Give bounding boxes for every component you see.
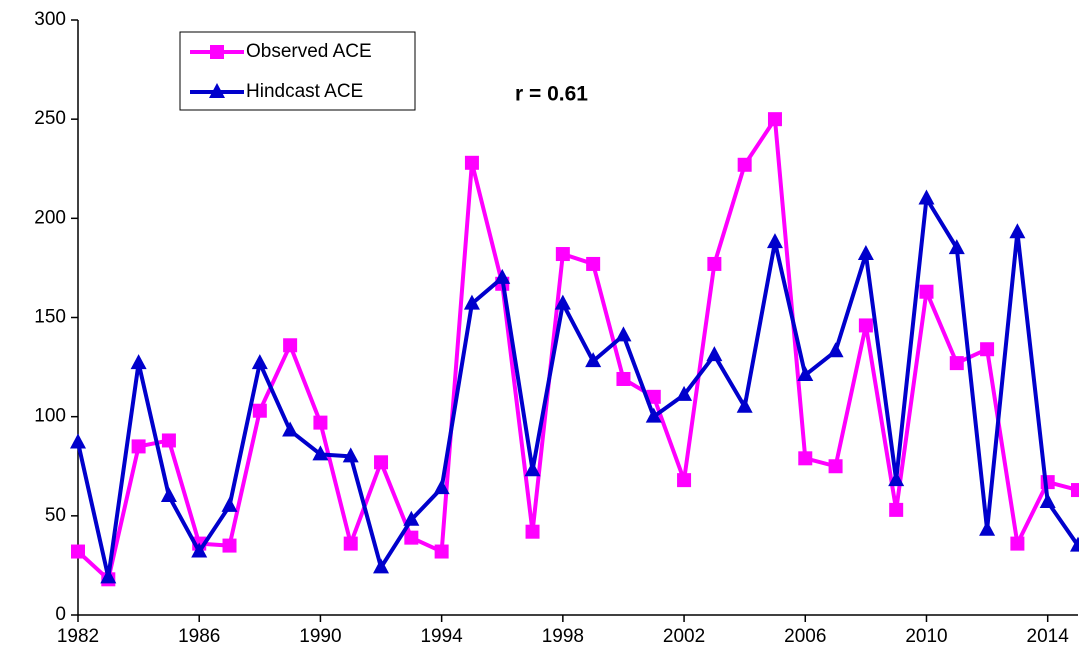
- y-tick-label: 100: [34, 406, 66, 427]
- marker: [210, 45, 224, 59]
- marker: [283, 338, 298, 353]
- marker: [343, 536, 358, 551]
- marker: [342, 447, 359, 463]
- x-tick-label: 2002: [663, 626, 705, 647]
- marker: [463, 294, 480, 310]
- marker: [555, 247, 570, 262]
- marker: [797, 366, 814, 382]
- marker: [494, 268, 511, 284]
- marker: [676, 385, 693, 401]
- marker: [1039, 492, 1056, 508]
- marker: [918, 189, 935, 205]
- annotation: r = 0.61: [515, 83, 588, 106]
- marker: [130, 354, 147, 370]
- y-tick-label: 200: [34, 207, 66, 228]
- marker: [980, 342, 995, 357]
- marker: [857, 245, 874, 261]
- marker: [1070, 536, 1079, 552]
- y-tick-label: 150: [34, 307, 66, 328]
- marker: [131, 439, 146, 454]
- marker: [374, 455, 389, 470]
- series-line: [76, 117, 1079, 582]
- marker: [889, 502, 904, 517]
- marker: [948, 239, 965, 255]
- marker: [70, 433, 86, 449]
- marker: [222, 538, 237, 553]
- marker: [767, 112, 782, 127]
- marker: [524, 461, 541, 477]
- marker: [586, 256, 601, 271]
- marker: [1010, 536, 1025, 551]
- marker: [737, 157, 752, 172]
- marker: [1009, 223, 1026, 239]
- marker: [312, 445, 329, 461]
- marker: [858, 318, 873, 333]
- marker: [191, 542, 208, 558]
- marker: [252, 403, 267, 418]
- marker: [71, 544, 85, 559]
- marker: [525, 524, 540, 539]
- marker: [979, 520, 996, 536]
- marker: [766, 233, 783, 249]
- marker: [221, 496, 238, 512]
- marker: [313, 415, 328, 430]
- marker: [282, 421, 299, 437]
- marker: [1071, 483, 1079, 498]
- marker: [554, 294, 571, 310]
- marker: [209, 83, 225, 98]
- marker: [373, 558, 390, 574]
- x-tick-label: 1994: [420, 626, 463, 647]
- y-tick-label: 50: [45, 505, 66, 526]
- x-tick-label: 2006: [784, 626, 826, 647]
- legend-label: Observed ACE: [246, 41, 372, 62]
- x-tick-label: 1986: [178, 626, 220, 647]
- marker: [736, 397, 753, 413]
- marker: [100, 568, 117, 584]
- marker: [706, 346, 723, 362]
- marker: [160, 487, 177, 502]
- marker: [251, 354, 268, 370]
- marker: [677, 473, 692, 488]
- marker: [161, 433, 176, 448]
- marker: [827, 342, 844, 358]
- marker: [919, 284, 934, 299]
- marker: [707, 256, 722, 271]
- legend: Observed ACE Hindcast ACE: [179, 31, 416, 111]
- marker: [615, 326, 632, 342]
- marker: [403, 510, 420, 526]
- y-tick-label: 250: [34, 108, 66, 129]
- plot-area: [70, 112, 1079, 587]
- marker: [585, 352, 602, 368]
- marker: [888, 471, 905, 487]
- marker: [645, 407, 662, 423]
- marker: [434, 544, 449, 559]
- x-tick-label: 1990: [299, 626, 341, 647]
- legend-label: Hindcast ACE: [246, 81, 363, 102]
- marker: [949, 356, 964, 371]
- x-tick-label: 1998: [542, 626, 584, 647]
- marker: [798, 451, 813, 466]
- marker: [404, 530, 419, 545]
- y-tick-label: 0: [55, 604, 66, 625]
- series-line: [76, 196, 1079, 580]
- marker: [828, 459, 843, 474]
- x-tick-label: 1982: [57, 626, 99, 647]
- y-tick-label: 300: [34, 9, 66, 30]
- marker: [464, 155, 479, 170]
- x-tick-label: 2014: [1027, 626, 1070, 647]
- x-tick-label: 2010: [905, 626, 947, 647]
- marker: [433, 479, 450, 495]
- marker: [616, 371, 631, 386]
- marker: [646, 389, 661, 404]
